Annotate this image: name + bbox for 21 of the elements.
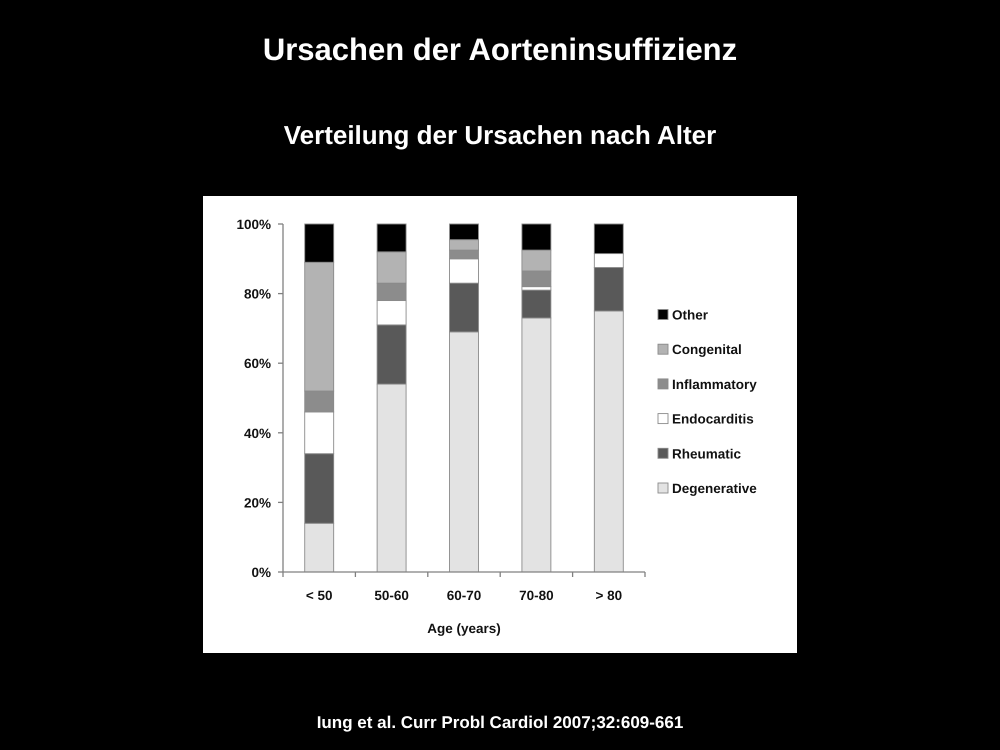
y-tick-label: 60%: [244, 356, 271, 372]
x-tick-label: > 80: [595, 588, 622, 603]
legend-label: Inflammatory: [672, 376, 758, 392]
x-tick-label: 60-70: [446, 588, 482, 603]
x-tick-label: 70-80: [519, 588, 554, 603]
y-tick-label: 80%: [244, 286, 271, 302]
text: Iung et al. Curr Probl Cardiol 2007;32:609-661: [316, 713, 684, 732]
chart-title: Ursachen der Aorteninsuffizienz: [262, 32, 738, 67]
legend-label: Degenerative: [672, 481, 758, 496]
chart-subtitle: Verteilung der Ursachen nach Alter: [284, 120, 716, 150]
legend-label: Endocarditis: [672, 412, 754, 427]
x-tick-label: 50-60: [374, 588, 409, 603]
y-tick-label: 100%: [236, 217, 271, 232]
legend-label: Congenital: [672, 342, 742, 358]
legend-label: Other: [672, 308, 709, 322]
y-tick-label: 40%: [244, 426, 271, 441]
y-tick-label: 20%: [244, 495, 271, 510]
x-tick-label: < 50: [306, 588, 333, 603]
y-tick-label: 0%: [251, 565, 271, 580]
x-axis-title: Age (years): [427, 621, 501, 636]
legend-label: Rheumatic: [672, 446, 742, 462]
